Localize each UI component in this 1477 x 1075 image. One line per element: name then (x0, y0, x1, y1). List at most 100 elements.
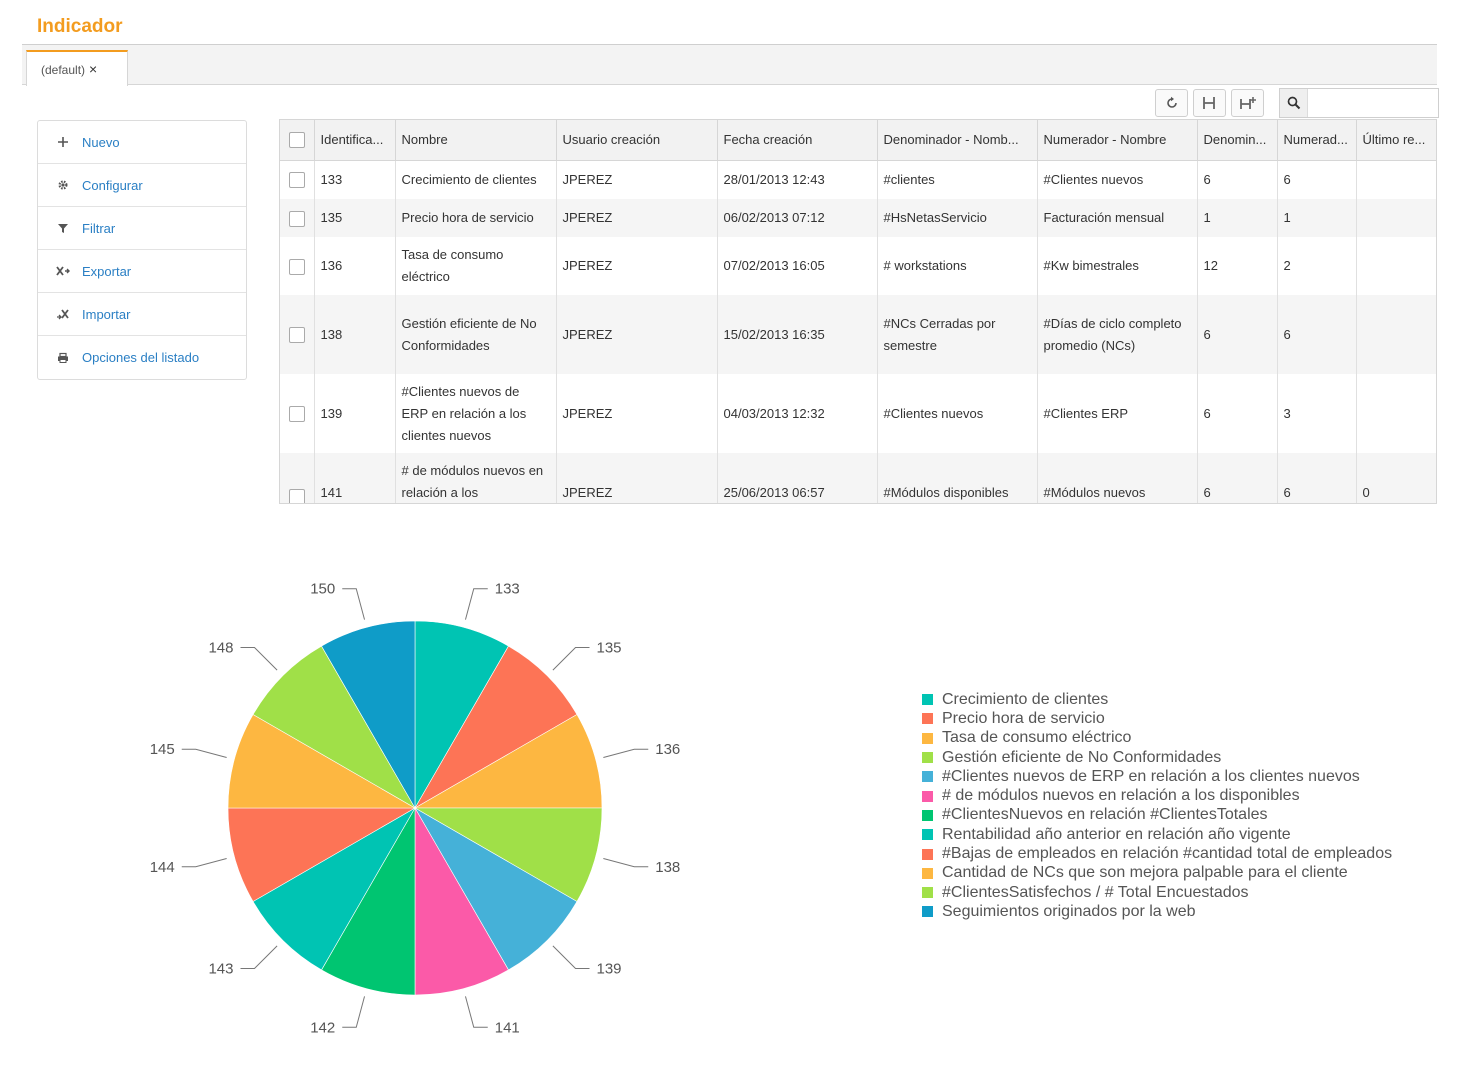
export-icon (56, 264, 70, 278)
legend-swatch (922, 906, 933, 918)
table-row[interactable]: 138 Gestión eficiente de No Conformidade… (280, 295, 1436, 374)
header-row: Identifica... Nombre Usuario creación Fe… (280, 120, 1436, 161)
search-input[interactable] (1309, 89, 1437, 117)
cell-fecha: 15/02/2013 16:35 (717, 295, 878, 374)
pie-slice-148[interactable] (252, 645, 416, 809)
pie-slice-133[interactable] (414, 620, 509, 810)
select-all-checkbox[interactable] (280, 120, 315, 161)
cell-nombre: # de módulos nuevos en relación a los (395, 453, 557, 503)
legend-label: Gestión eficiente de No Conformidades (942, 748, 1222, 766)
pie-slice-145[interactable] (227, 714, 417, 809)
pie-slice-139[interactable] (414, 807, 578, 971)
row-checkbox[interactable] (280, 160, 315, 199)
cell-denominador: 12 (1197, 237, 1278, 295)
cell-denominador: 6 (1197, 453, 1278, 503)
column-header-id[interactable]: Identifica... (314, 120, 396, 161)
column-header-fecha[interactable]: Fecha creación (717, 120, 878, 161)
cell-usuario: JPEREZ (556, 160, 718, 199)
menu-item-nuevo[interactable]: Nuevo (38, 121, 246, 164)
column-header-usuario[interactable]: Usuario creación (556, 120, 718, 161)
legend-swatch (922, 829, 933, 841)
cell-denominador: 1 (1197, 199, 1278, 237)
legend-item[interactable]: Precio hora de servicio (922, 709, 1392, 728)
table-row[interactable]: 136 Tasa de consumo eléctrico JPEREZ 07/… (280, 237, 1436, 295)
legend-label: Seguimientos originados por la web (942, 902, 1196, 920)
cell-denominador-nombre: #Clientes nuevos (877, 374, 1038, 453)
save-view-button[interactable] (1193, 89, 1226, 117)
cell-nombre: Precio hora de servicio (395, 199, 557, 237)
search-icon[interactable] (1280, 89, 1308, 117)
pie-slice-136[interactable] (413, 714, 603, 809)
search-box (1279, 88, 1439, 118)
pie-label-150: 150 (310, 581, 335, 598)
row-checkbox[interactable] (280, 374, 315, 453)
legend-item[interactable]: Tasa de consumo eléctrico (922, 729, 1392, 748)
pie-slice-144[interactable] (227, 807, 417, 902)
pie-slice-135[interactable] (414, 645, 578, 809)
menu-label: Nuevo (82, 134, 120, 150)
page-title: Indicador (37, 16, 123, 37)
legend-item[interactable]: Cantidad de NCs que son mejora palpable … (922, 864, 1392, 883)
cell-ultimo: 0 (1356, 453, 1436, 503)
legend-label: Crecimiento de clientes (942, 690, 1109, 708)
refresh-button[interactable] (1155, 89, 1188, 117)
menu-label: Filtrar (82, 220, 116, 236)
save-view-as-button[interactable] (1231, 89, 1264, 117)
cell-denominador-nombre: #NCs Cerradas por semestre (877, 295, 1038, 374)
legend-item[interactable]: #Bajas de empleados en relación #cantida… (922, 844, 1392, 863)
table-row[interactable]: 141 # de módulos nuevos en relación a lo… (280, 453, 1436, 503)
menu-label: Importar (82, 306, 131, 322)
pie-label-145: 145 (150, 741, 175, 758)
menu-item-configurar[interactable]: Configurar (38, 164, 246, 207)
cell-numerador-nombre: #Kw bimestrales (1037, 237, 1198, 295)
column-header-ultimo[interactable]: Último re... (1356, 120, 1436, 161)
cell-ultimo (1356, 160, 1436, 199)
row-checkbox[interactable] (280, 237, 315, 295)
menu-label: Opciones del listado (82, 350, 200, 365)
cell-numerador-nombre: #Días de ciclo completo promedio (NCs) (1037, 295, 1198, 374)
table-row[interactable]: 133 Crecimiento de clientes JPEREZ 28/01… (280, 160, 1436, 199)
table-row[interactable]: 135 Precio hora de servicio JPEREZ 06/02… (280, 199, 1436, 237)
table-row[interactable]: 139 #Clientes nuevos de ERP en relación … (280, 374, 1436, 453)
legend-item[interactable]: Rentabilidad año anterior en relación añ… (922, 825, 1392, 844)
menu-item-filtrar[interactable]: Filtrar (38, 207, 246, 250)
legend-item[interactable]: #ClientesSatisfechos / # Total Encuestad… (922, 883, 1392, 902)
legend-item[interactable]: Gestión eficiente de No Conformidades (922, 748, 1392, 767)
cell-ultimo (1356, 199, 1436, 237)
tab-label: (default) (41, 63, 86, 77)
column-header-denominador-nombre[interactable]: Denominador - Nomb... (877, 120, 1038, 161)
legend-item[interactable]: #Clientes nuevos de ERP en relación a lo… (922, 767, 1392, 786)
legend-item[interactable]: Crecimiento de clientes (922, 690, 1392, 709)
chart-legend: Crecimiento de clientes Precio hora de se… (922, 690, 1392, 922)
column-header-numerador-nombre[interactable]: Numerador - Nombre (1037, 120, 1198, 161)
pie-leader-line-136 (603, 748, 649, 759)
legend-swatch (922, 732, 933, 744)
pie-slice-143[interactable] (252, 807, 416, 971)
row-checkbox[interactable] (280, 453, 315, 503)
tab-default[interactable]: (default) × (26, 50, 128, 86)
row-checkbox[interactable] (280, 295, 315, 374)
legend-item[interactable]: Seguimientos originados por la web (922, 902, 1392, 921)
menu-item-importar[interactable]: Importar (38, 293, 246, 336)
pie-leader-line-139 (552, 945, 590, 970)
pie-slice-141[interactable] (414, 806, 509, 996)
column-header-numerador[interactable]: Numerad... (1277, 120, 1357, 161)
pie-slice-142[interactable] (321, 806, 416, 996)
menu-item-exportar[interactable]: Exportar (38, 250, 246, 293)
cell-ultimo (1356, 237, 1436, 295)
legend-item[interactable]: #ClientesNuevos en relación #ClientesTot… (922, 806, 1392, 825)
pie-slice-150[interactable] (321, 620, 416, 810)
row-checkbox[interactable] (280, 199, 315, 237)
close-icon[interactable]: × (89, 61, 98, 77)
cell-fecha: 25/06/2013 06:57 (717, 453, 878, 503)
menu-item-opciones-listado[interactable]: Opciones del listado (38, 336, 246, 379)
legend-item[interactable]: # de módulos nuevos en relación a los di… (922, 786, 1392, 805)
refresh-icon (1166, 96, 1177, 108)
cell-fecha: 07/02/2013 16:05 (717, 237, 878, 295)
pie-slice-138[interactable] (413, 807, 603, 902)
column-header-denominador[interactable]: Denomin... (1197, 120, 1278, 161)
cell-numerador-nombre: Facturación mensual (1037, 199, 1198, 237)
cell-numerador-nombre: #Clientes nuevos (1037, 160, 1198, 199)
column-header-nombre[interactable]: Nombre (395, 120, 557, 161)
cell-usuario: JPEREZ (556, 237, 718, 295)
